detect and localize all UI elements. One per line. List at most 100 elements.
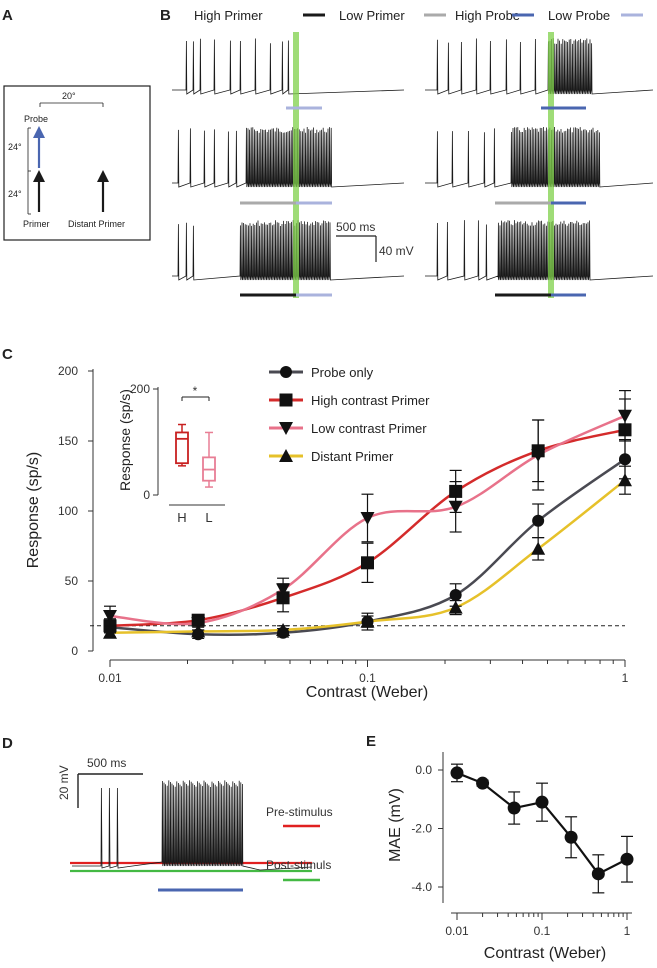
inset-y-tick-label: 200 [130, 382, 150, 396]
distant-primer-label: Distant Primer [68, 219, 125, 229]
e-x-tick-label: 1 [624, 924, 631, 938]
trace-r1-c0 [172, 127, 405, 188]
trace-r0-c0 [172, 38, 405, 95]
c-legend-marker-3 [279, 449, 293, 462]
panel-label-a: A [2, 7, 13, 24]
distant-primer-arrow [97, 170, 109, 212]
panel-label-b: B [160, 7, 171, 24]
scale-volt-b: 40 mV [379, 244, 414, 258]
c-point-3 [531, 541, 546, 555]
inset-box-chart: Response (sp/s) 0 200 H L * [117, 382, 225, 525]
panel-label-e: E [366, 733, 376, 750]
c-legend: Probe only High contrast Primer Low contra… [269, 365, 430, 464]
trace-r2-c1 [425, 220, 654, 281]
c-legend-marker-0 [280, 366, 292, 378]
trace-r2-c0 [172, 220, 405, 281]
e-point [476, 776, 490, 790]
c-point-3 [360, 614, 375, 628]
primer-arrow [33, 170, 45, 212]
c-x-tick-label: 0.1 [359, 671, 376, 685]
layout-frame [3, 85, 151, 241]
c-y-tick-label: 200 [58, 364, 78, 378]
e-y-axis-label: MAE (mV) [387, 788, 404, 862]
post-stimulus-label: Post-stimuls [266, 858, 331, 872]
adaptation-trace: 500 ms 20 mV Pre-stimulus Post-stimuls [57, 756, 333, 892]
inset-x-label-H: H [177, 510, 186, 525]
c-y-tick-label: 0 [71, 644, 78, 658]
c-y-tick-label: 50 [65, 574, 79, 588]
e-x-tick-label: 0.1 [534, 924, 551, 938]
c-point-2 [360, 512, 375, 525]
stimulus-onset-band-0 [293, 32, 299, 298]
c-legend-label-3: Distant Primer [311, 449, 394, 464]
e-x-axis-label: Contrast (Weber) [484, 945, 606, 962]
trace-scale-bar: 500 ms 40 mV [336, 220, 414, 262]
pre-stimulus-label: Pre-stimulus [266, 805, 333, 819]
e-point [450, 766, 464, 780]
c-x-tick-label: 1 [622, 671, 629, 685]
e-y-tick-label: 0.0 [415, 763, 432, 777]
c-legend-label-0: Probe only [311, 365, 374, 380]
membrane-potential-trace [72, 780, 313, 871]
scale-time-b: 500 ms [336, 220, 375, 234]
legend-high-probe: High Probe [455, 8, 520, 23]
probe-arrow [33, 126, 45, 168]
c-point-0 [532, 514, 545, 527]
example-traces [172, 32, 654, 298]
inset-significance: * [193, 384, 198, 398]
c-legend-label-2: Low contrast Primer [311, 421, 427, 436]
c-y-tick-label: 150 [58, 434, 78, 448]
legend-high-primer: High Primer [194, 8, 263, 23]
c-point-2 [191, 617, 206, 630]
ecc1-label: 24° [8, 142, 22, 152]
e-y-tick-label: -2.0 [411, 822, 432, 836]
e-point [535, 795, 549, 809]
e-point [507, 801, 521, 815]
legend-low-probe: Low Probe [548, 8, 610, 23]
c-point-3 [276, 623, 291, 636]
scale-time-d: 500 ms [87, 756, 126, 770]
trace-r1-c1 [425, 127, 654, 188]
c-point-3 [448, 600, 463, 614]
probe-label: Probe [24, 114, 48, 124]
e-y-tick-label: -4.0 [411, 880, 432, 894]
inset-x-label-L: L [205, 510, 212, 525]
c-y-axis-label: Response (sp/s) [25, 452, 42, 569]
c-legend-marker-2 [279, 422, 293, 435]
c-point-2 [618, 409, 632, 423]
trace-r0-c1 [425, 38, 654, 95]
e-x-tick-label: 0.01 [445, 924, 469, 938]
panel-label-d: D [2, 735, 13, 752]
inset-y-axis-label: Response (sp/s) [117, 389, 133, 491]
distance-label: 20° [62, 91, 76, 101]
inset-y-tick-label: 0 [143, 488, 150, 502]
c-x-axis-label: Contrast (Weber) [306, 684, 428, 701]
primer-label: Primer [23, 219, 50, 229]
stimulus-onset-band-1 [548, 32, 554, 298]
mae-chart: 0.0 -2.0 -4.0 0.01 0.1 1 MAE (mV) Contrast (… [387, 752, 634, 962]
c-point-2 [103, 610, 117, 623]
traces-legend: High Primer Low Primer High Probe Low Pr… [194, 8, 643, 23]
c-point-3 [191, 624, 206, 638]
legend-low-primer: Low Primer [339, 8, 405, 23]
ecc2-label: 24° [8, 189, 22, 199]
c-point-2 [276, 583, 291, 597]
panel-label-c: C [2, 346, 13, 363]
c-legend-marker-1 [279, 393, 293, 407]
e-point [564, 830, 578, 844]
scale-volt-d: 20 mV [57, 765, 71, 800]
c-point-3 [103, 625, 117, 639]
c-y-tick-label: 100 [58, 504, 78, 518]
c-point-1 [361, 556, 374, 570]
c-point-2 [448, 500, 463, 514]
contrast-response-chart: 0 50 100 150 200 0.01 0.1 1 Response (sp/s) Co… [25, 364, 632, 701]
c-point-3 [618, 473, 632, 487]
c-x-tick-label: 0.01 [98, 671, 122, 685]
c-point-0 [449, 589, 462, 601]
c-point-2 [531, 449, 546, 462]
inset-box-H [175, 431, 189, 465]
e-point [620, 852, 634, 866]
stimulus-layout: 20° Probe 24° 24° Primer Distant Primer [3, 85, 151, 241]
e-point [591, 867, 605, 881]
